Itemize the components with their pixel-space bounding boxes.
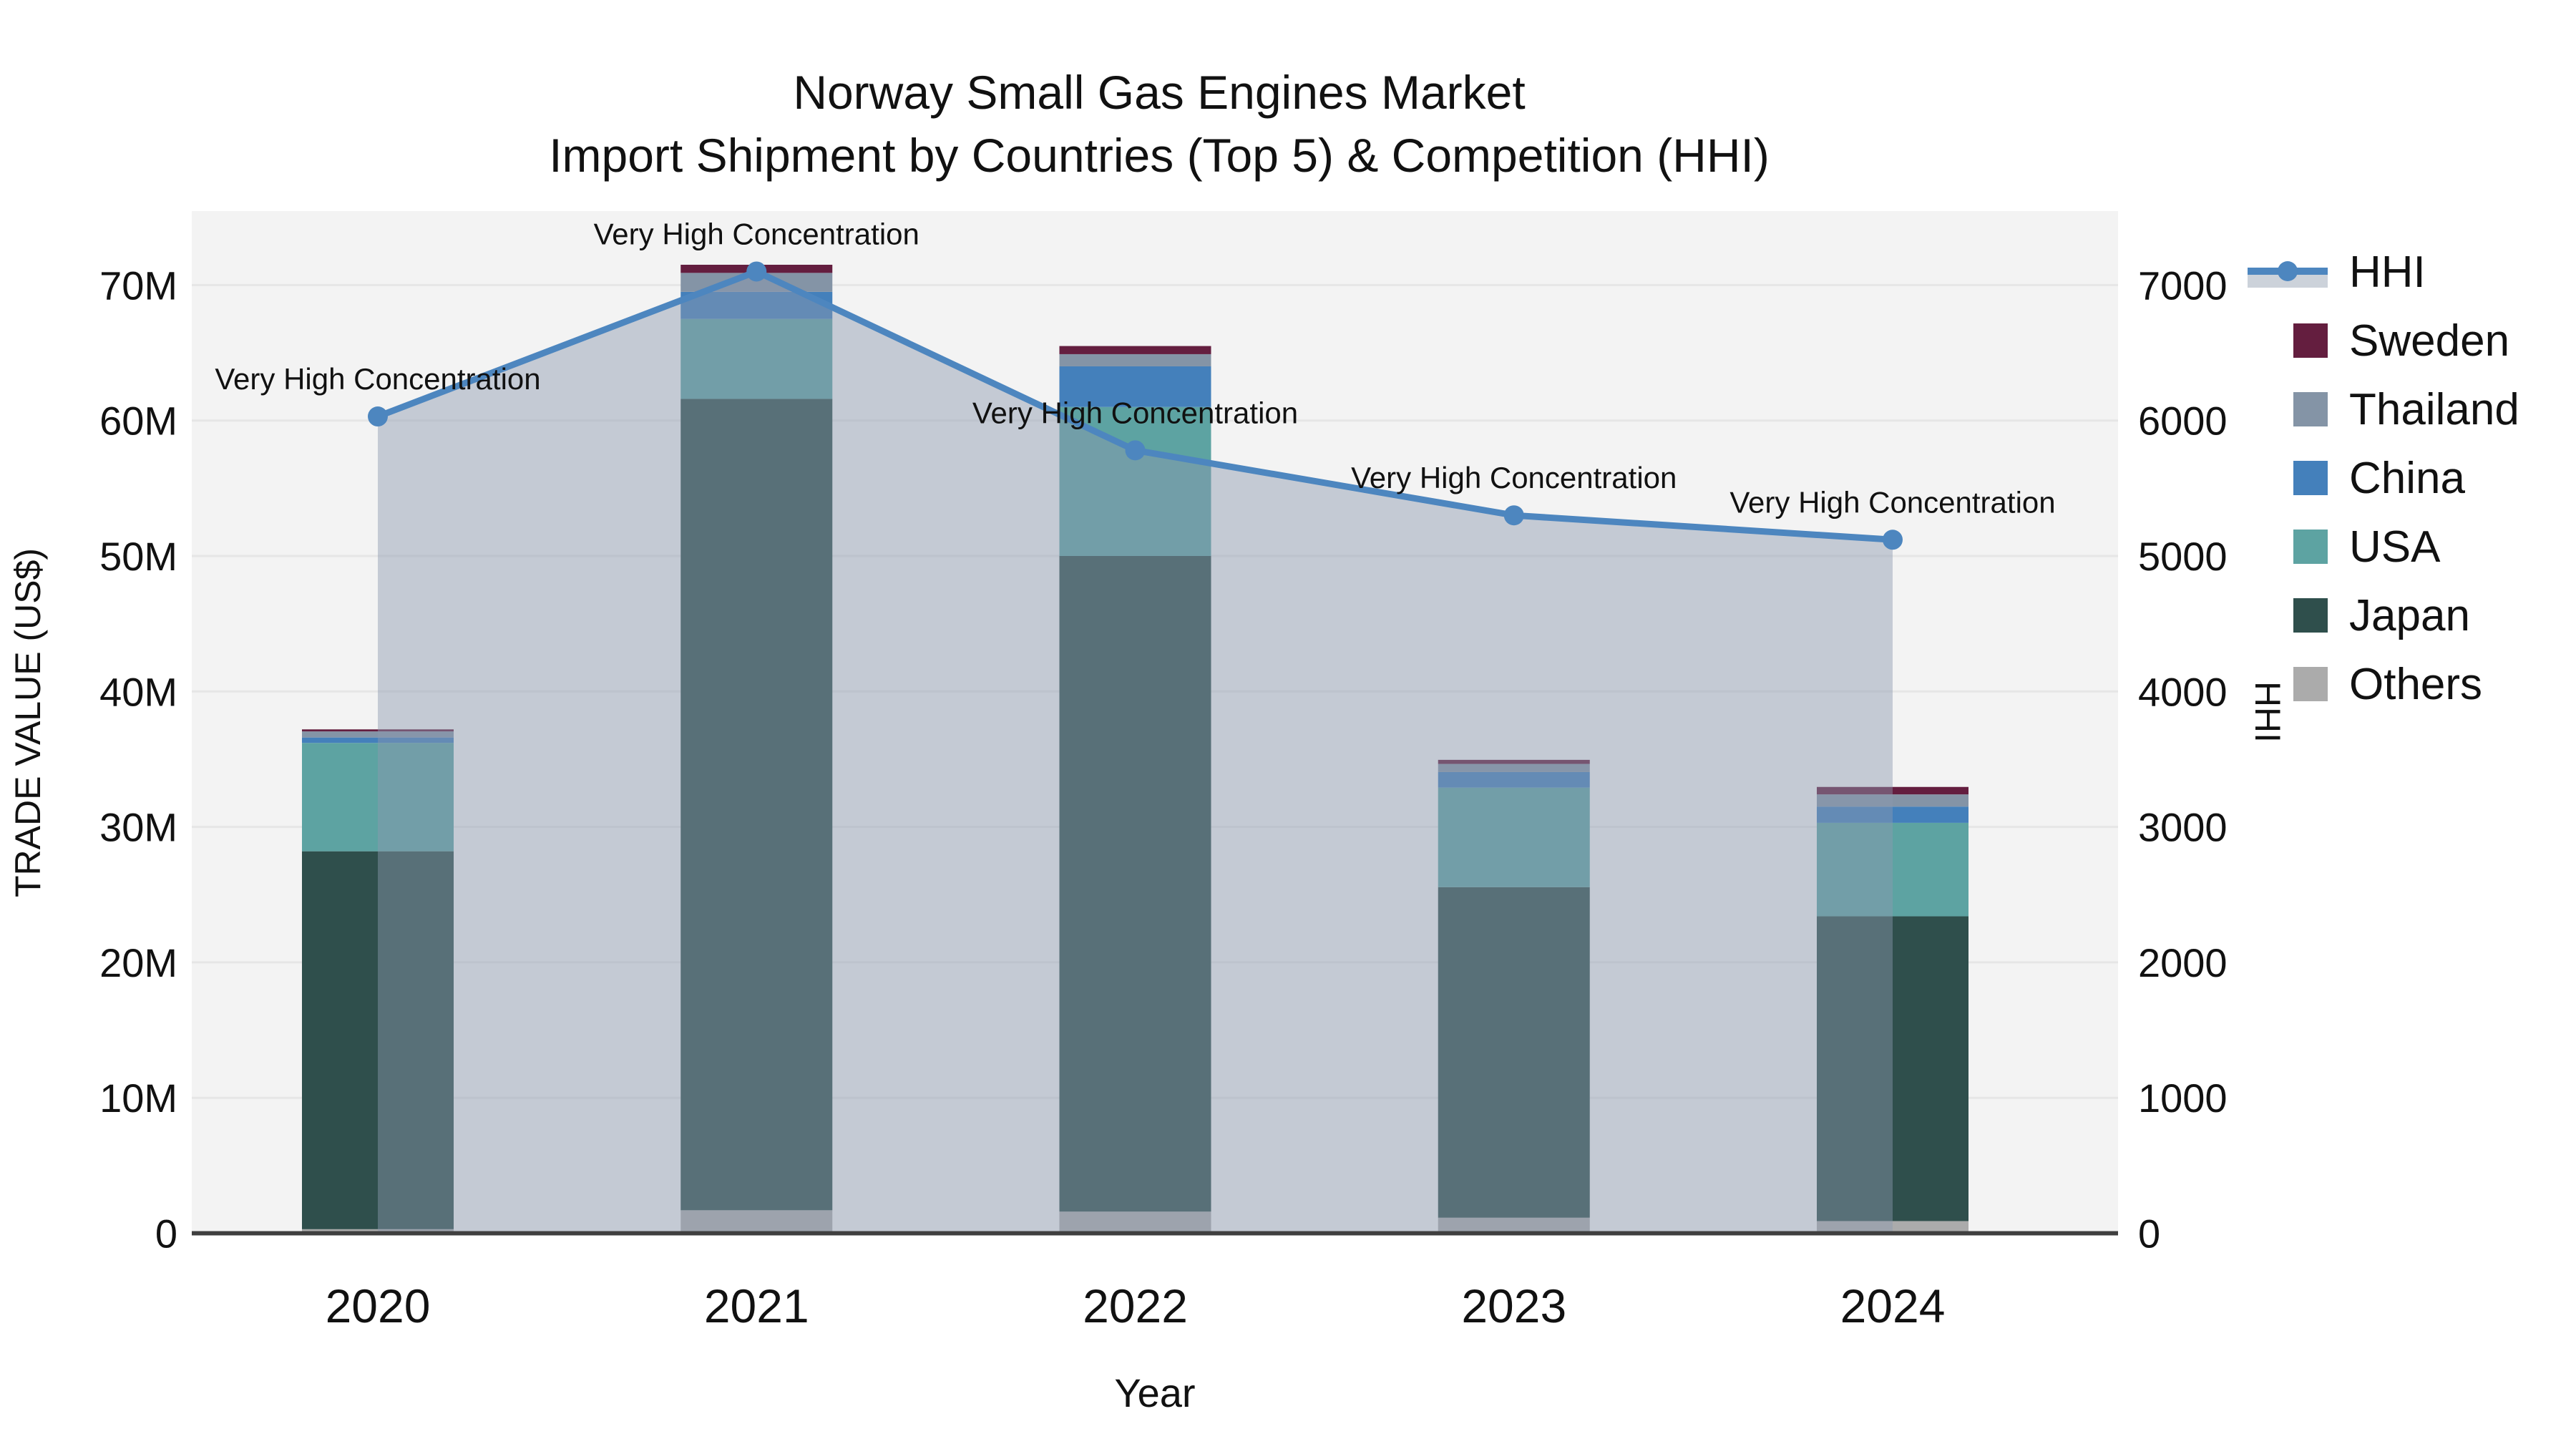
legend-swatch-usa [2293, 530, 2328, 564]
bar-segment-thailand-2023[interactable] [1438, 763, 1590, 772]
bar-segment-thailand-2024[interactable] [1817, 794, 1968, 807]
bar-segment-sweden-2023[interactable] [1438, 759, 1590, 764]
annotation-2021: Very High Concentration [594, 217, 919, 250]
annotation-2022: Very High Concentration [972, 396, 1298, 429]
right-tick-label: 7000 [2138, 263, 2228, 308]
bar-segment-china-2023[interactable] [1438, 771, 1590, 788]
annotation-2020: Very High Concentration [215, 362, 540, 396]
legend-swatch-sweden [2293, 323, 2328, 358]
right-tick-label: 5000 [2138, 534, 2228, 579]
x-tick-label-2022: 2022 [1083, 1279, 1188, 1332]
bar-segment-thailand-2020[interactable] [302, 731, 454, 738]
x-axis-tick-labels: 2020 2021 2022 2023 2024 [326, 1279, 1946, 1332]
y-axis-title-right: HHI [2248, 681, 2288, 743]
right-axis-tick-labels: 0 1000 2000 3000 4000 5000 6000 7000 [2138, 263, 2228, 1256]
legend-item-others[interactable]: Others [2293, 650, 2519, 718]
legend-label: China [2349, 453, 2465, 503]
left-tick-label: 30M [99, 805, 177, 850]
hhi-point-2020[interactable] [368, 406, 388, 427]
hhi-area-fill [378, 271, 1893, 1234]
hhi-point-2022[interactable] [1125, 440, 1146, 461]
legend-item-usa[interactable]: USA [2293, 512, 2519, 581]
legend-item-thailand[interactable]: Thailand [2293, 375, 2519, 444]
legend-item-japan[interactable]: Japan [2293, 581, 2519, 650]
left-tick-label: 70M [99, 263, 177, 308]
hhi-point-2024[interactable] [1883, 530, 1903, 550]
legend-swatch-thailand [2293, 392, 2328, 426]
chart-title-line2: Import Shipment by Countries (Top 5) & C… [549, 129, 1770, 182]
x-tick-label-2023: 2023 [1461, 1279, 1566, 1332]
annotation-2024: Very High Concentration [1729, 485, 2055, 519]
bar-segment-japan-2023[interactable] [1438, 887, 1590, 1218]
bar-segment-usa-2024[interactable] [1817, 822, 1968, 917]
right-tick-label: 1000 [2138, 1075, 2228, 1121]
chart-title-line1: Norway Small Gas Engines Market [793, 66, 1525, 119]
legend-swatch-others [2293, 667, 2328, 701]
x-tick-label-2020: 2020 [326, 1279, 431, 1332]
bar-segment-others-2023[interactable] [1438, 1217, 1590, 1234]
right-tick-label: 3000 [2138, 805, 2228, 850]
legend-item-hhi[interactable]: HHI [2248, 238, 2519, 306]
right-tick-label: 6000 [2138, 399, 2228, 444]
left-tick-label: 50M [99, 534, 177, 579]
bar-segment-china-2024[interactable] [1817, 806, 1968, 823]
legend-swatch-china [2293, 461, 2328, 495]
bar-segment-thailand-2022[interactable] [1059, 353, 1211, 366]
bar-segment-others-2021[interactable] [680, 1210, 833, 1234]
legend-label: Others [2349, 659, 2483, 709]
left-tick-label: 10M [99, 1075, 177, 1121]
bar-segment-japan-2024[interactable] [1817, 916, 1968, 1221]
bar-segment-usa-2023[interactable] [1438, 787, 1590, 887]
right-tick-label: 4000 [2138, 669, 2228, 714]
bar-segment-others-2024[interactable] [1817, 1221, 1968, 1234]
legend-swatch-japan [2293, 598, 2328, 633]
x-tick-label-2021: 2021 [704, 1279, 809, 1332]
legend: HHI Sweden Thailand China USA Japan Others [2248, 238, 2519, 718]
bar-segment-usa-2020[interactable] [302, 743, 454, 852]
x-tick-label-2024: 2024 [1840, 1279, 1946, 1332]
hhi-point-2023[interactable] [1503, 505, 1524, 526]
left-tick-label: 40M [99, 669, 177, 714]
bar-segment-china-2020[interactable] [302, 737, 454, 743]
right-tick-label: 0 [2138, 1211, 2160, 1257]
left-axis-tick-labels: 0 10M 20M 30M 40M 50M 60M 70M [99, 263, 177, 1256]
legend-item-sweden[interactable]: Sweden [2293, 306, 2519, 375]
left-tick-label: 60M [99, 399, 177, 444]
bar-segment-others-2022[interactable] [1059, 1211, 1211, 1234]
bar-segment-usa-2022[interactable] [1059, 406, 1211, 556]
legend-label: Japan [2349, 590, 2470, 640]
right-tick-label: 2000 [2138, 940, 2228, 985]
legend-label: Thailand [2349, 384, 2519, 434]
bar-segment-japan-2020[interactable] [302, 851, 454, 1229]
x-axis-title: Year [1114, 1370, 1195, 1415]
bar-segment-usa-2021[interactable] [680, 318, 833, 399]
bar-segment-japan-2022[interactable] [1059, 556, 1211, 1212]
left-tick-label: 0 [155, 1211, 177, 1257]
legend-label: HHI [2349, 247, 2426, 297]
legend-item-china[interactable]: China [2293, 444, 2519, 512]
stacked-bars [302, 265, 1968, 1234]
bar-segment-japan-2021[interactable] [680, 399, 833, 1211]
legend-label: Sweden [2349, 316, 2510, 366]
legend-label: USA [2349, 522, 2441, 572]
bar-segment-china-2022[interactable] [1059, 366, 1211, 407]
hhi-point-2021[interactable] [746, 261, 767, 282]
annotation-2023: Very High Concentration [1351, 461, 1677, 494]
hhi-markers [368, 261, 1903, 550]
bar-segment-sweden-2020[interactable] [302, 729, 454, 732]
left-tick-label: 20M [99, 940, 177, 985]
bar-segment-sweden-2022[interactable] [1059, 346, 1211, 354]
hhi-line-sample-icon [2248, 255, 2328, 289]
bar-segment-sweden-2024[interactable] [1817, 786, 1968, 795]
hhi-annotations: Very High Concentration Very High Concent… [215, 217, 2055, 519]
y-axis-title-left: TRADE VALUE (US$) [8, 548, 48, 897]
